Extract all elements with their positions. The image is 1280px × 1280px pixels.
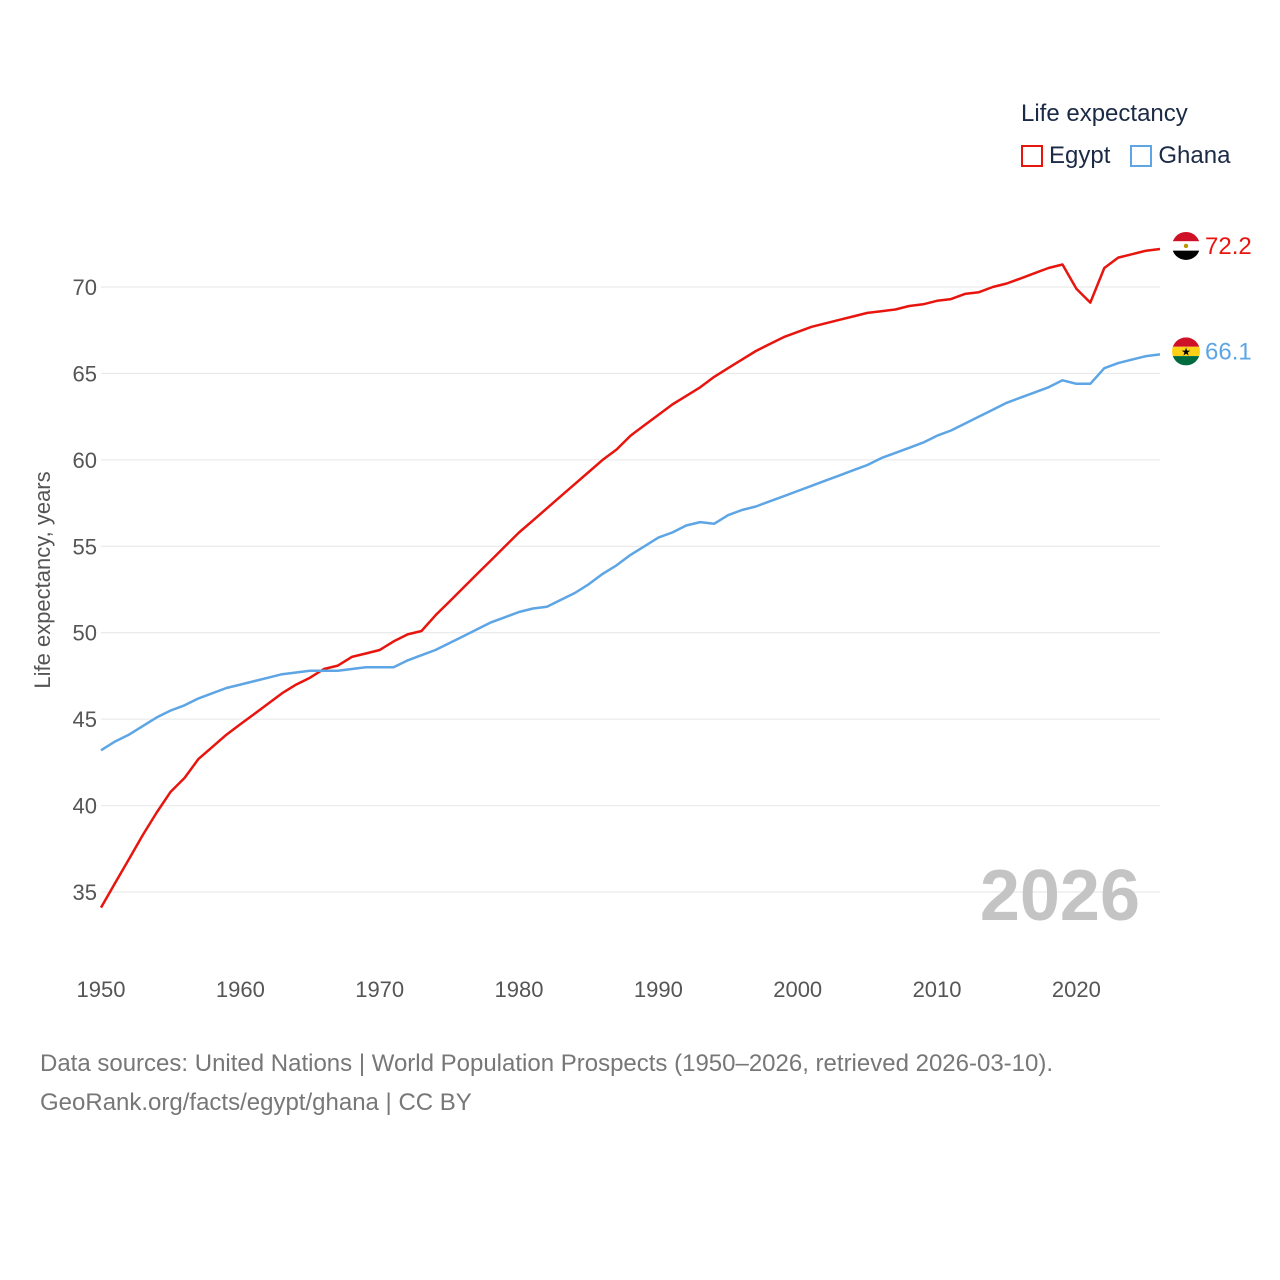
- sources-line-2[interactable]: GeoRank.org/facts/egypt/ghana | CC BY: [40, 1089, 472, 1116]
- end-markers: ★: [1172, 231, 1200, 366]
- year-watermark: 2026: [980, 856, 1140, 936]
- y-tick-70: 70: [73, 275, 97, 300]
- y-tick-35: 35: [73, 880, 97, 905]
- x-tick-1960: 1960: [216, 977, 265, 1002]
- x-axis-ticks: 1950 1960 1970 1980 1990 2000 2010 2020: [77, 977, 1101, 1002]
- svg-text:★: ★: [1181, 345, 1191, 358]
- x-tick-1950: 1950: [77, 977, 126, 1002]
- y-tick-45: 45: [73, 707, 97, 732]
- series-lines: [99, 247, 1161, 909]
- legend: Egypt Ghana: [1021, 142, 1230, 170]
- legend-label-egypt: Egypt: [1049, 142, 1111, 169]
- ghana-flag-icon: ★: [1172, 337, 1200, 366]
- x-tick-2010: 2010: [913, 977, 962, 1002]
- y-tick-50: 50: [73, 621, 97, 646]
- x-tick-1990: 1990: [634, 977, 683, 1002]
- legend-item-egypt[interactable]: Egypt: [1021, 142, 1110, 170]
- y-tick-60: 60: [73, 448, 97, 473]
- legend-label-ghana: Ghana: [1158, 142, 1231, 169]
- egypt-flag-icon: [1172, 231, 1200, 260]
- y-tick-65: 65: [73, 361, 97, 386]
- x-tick-2000: 2000: [773, 977, 822, 1002]
- y-axis-title: Life expectancy, years: [30, 471, 55, 688]
- legend-swatch-egypt: [1021, 145, 1043, 167]
- gridlines: [101, 286, 1160, 893]
- series-line-ghana: [100, 353, 1161, 752]
- end-label-egypt: 72.2: [1205, 233, 1252, 260]
- sources-line-1: Data sources: United Nations | World Pop…: [40, 1050, 1054, 1077]
- end-value-labels: 72.2 66.1: [1205, 233, 1252, 365]
- legend-title: Life expectancy: [1021, 100, 1188, 127]
- x-tick-2020: 2020: [1052, 977, 1101, 1002]
- y-tick-40: 40: [73, 794, 97, 819]
- end-label-ghana: 66.1: [1205, 338, 1252, 365]
- legend-swatch-ghana: [1130, 145, 1153, 167]
- data-sources: Data sources: United Nations | World Pop…: [40, 1044, 1053, 1122]
- x-tick-1970: 1970: [355, 977, 404, 1002]
- y-axis-ticks: 35 40 45 50 55 60 65 70: [73, 275, 97, 905]
- y-tick-55: 55: [73, 534, 97, 559]
- series-line-egypt: [99, 247, 1161, 909]
- legend-item-ghana[interactable]: Ghana: [1130, 142, 1230, 170]
- x-tick-1980: 1980: [495, 977, 544, 1002]
